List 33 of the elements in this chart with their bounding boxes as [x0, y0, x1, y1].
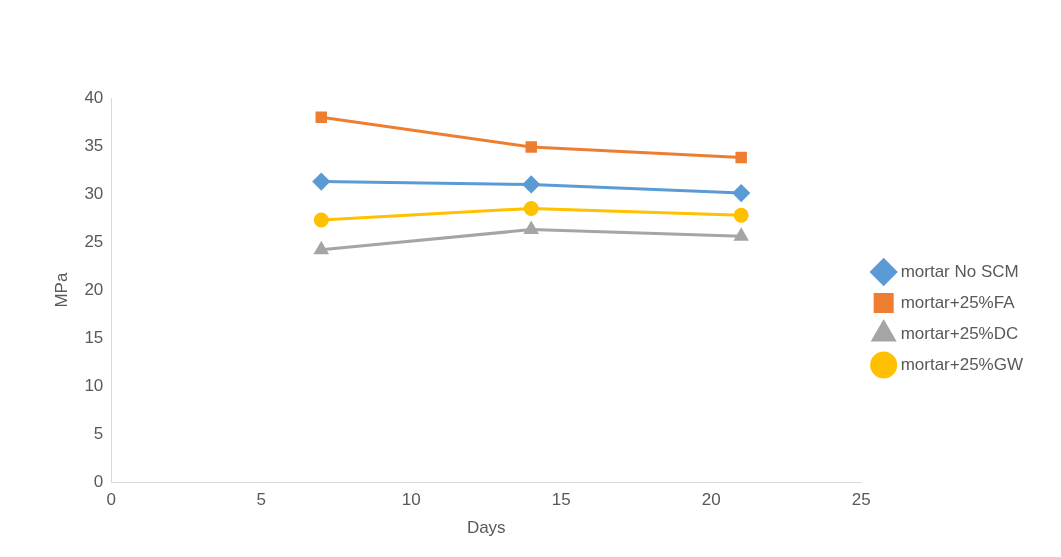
x-tick-label: 25 — [851, 490, 871, 510]
x-tick-label: 5 — [256, 490, 267, 510]
point — [735, 151, 747, 164]
point — [734, 228, 748, 241]
y-tick-label: 15 — [84, 327, 104, 347]
x-tick-label: 0 — [106, 490, 117, 510]
y-tick-label: 5 — [93, 423, 104, 443]
y-tick-label: 30 — [84, 183, 104, 203]
point — [315, 111, 328, 123]
point — [314, 242, 328, 255]
point — [732, 184, 750, 202]
y-tick-label: 25 — [84, 231, 104, 251]
y-tick-label: 10 — [84, 375, 104, 395]
point — [523, 200, 539, 216]
legend-label: mortar No SCM — [900, 261, 1019, 281]
point — [733, 207, 749, 223]
legend-label: mortar+25%FA — [900, 292, 1016, 312]
legend-label: mortar+25%DC — [900, 323, 1019, 343]
y-tick-label: 20 — [84, 279, 104, 299]
x-tick-label: 10 — [401, 490, 421, 510]
point — [313, 212, 329, 228]
x-tick-label: 20 — [701, 490, 721, 510]
legend-label: mortar+25%GW — [900, 354, 1024, 374]
point — [525, 141, 537, 153]
point — [522, 175, 540, 193]
x-axis-title: Days — [466, 518, 506, 538]
y-tick-label: 35 — [84, 135, 104, 155]
y-axis-title: MPa — [51, 272, 71, 308]
y-tick-label: 0 — [93, 471, 104, 491]
y-tick-label: 40 — [84, 87, 104, 107]
point — [312, 173, 330, 191]
point — [524, 222, 538, 235]
x-tick-label: 15 — [551, 490, 571, 510]
